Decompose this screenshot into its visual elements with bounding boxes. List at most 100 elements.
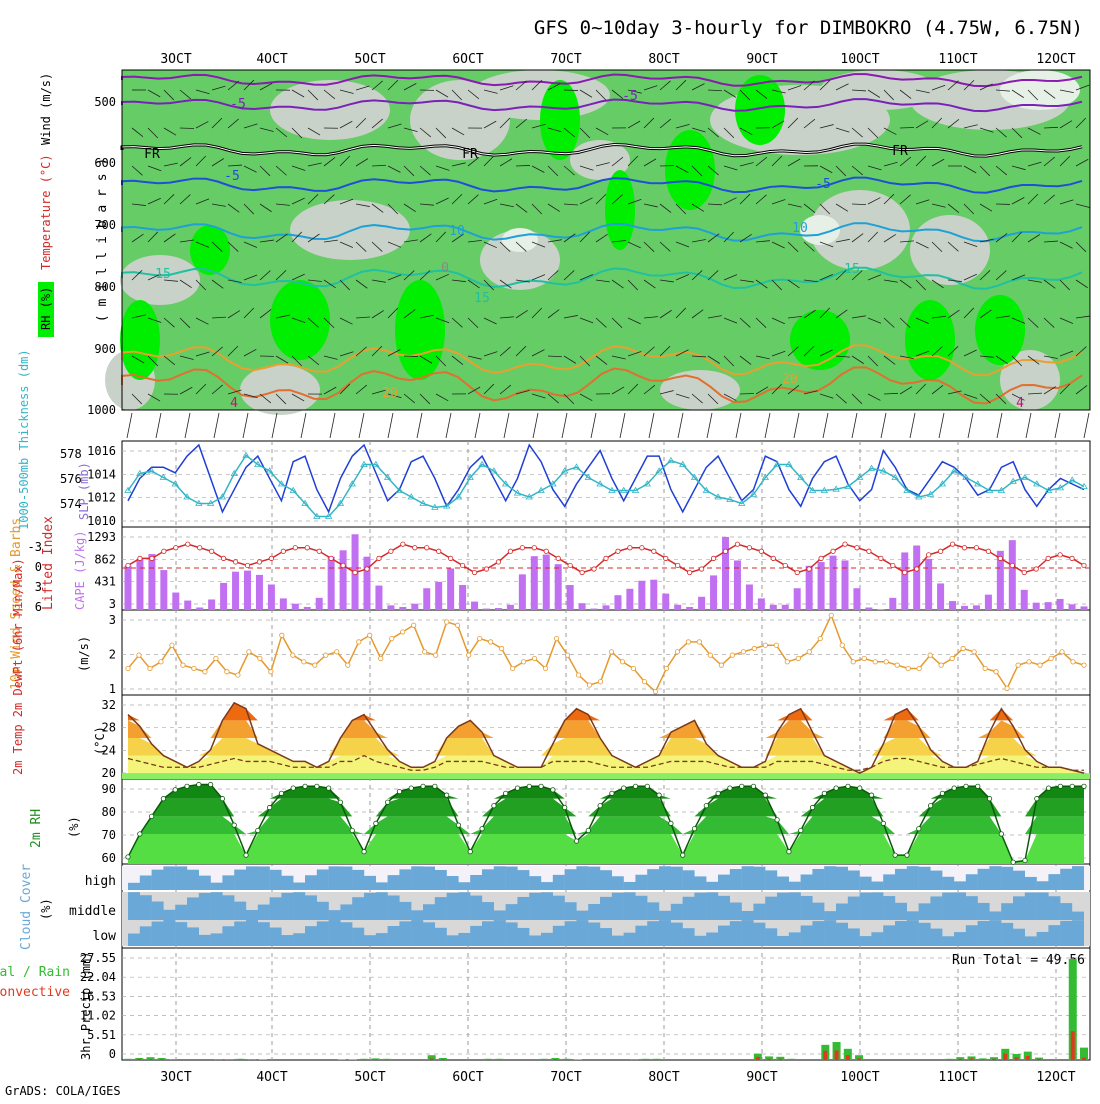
cloud-cover-bar	[765, 928, 777, 946]
wind10m-line-point	[159, 660, 163, 664]
surface-wind-barb	[330, 413, 335, 438]
cape-bar	[316, 598, 323, 610]
cloud-cover-bar	[576, 911, 588, 920]
cloud-cover-bar	[978, 869, 990, 890]
cloud-cover-bar	[529, 935, 541, 946]
date-tick-top: 10OCT	[840, 52, 879, 67]
surface-wind-barb	[359, 413, 364, 438]
wind10m-line-point	[1027, 660, 1031, 664]
rh2m-line-point	[350, 828, 354, 832]
rh2m-line-point	[256, 828, 260, 832]
surface-wind-barb	[185, 413, 190, 438]
rh2m-line-point	[161, 796, 165, 800]
precip-convective-bar	[553, 1059, 557, 1060]
cloud-cover-bar	[836, 867, 848, 890]
rh2m-line-point	[208, 782, 212, 786]
wind10m-line-point	[884, 660, 888, 664]
cloud-cover-bar	[588, 904, 600, 920]
cloud-cover-bar	[860, 893, 872, 920]
cape-bar	[459, 585, 466, 610]
wind10m-line-point	[346, 663, 350, 667]
cape-bar	[662, 594, 669, 610]
cloud-cover-bar	[600, 897, 612, 920]
rh2m-line-point	[633, 784, 637, 788]
cloud-cover-bar	[706, 933, 718, 946]
rh2m-line-point	[1058, 784, 1062, 788]
lifted-index-line-point	[245, 563, 249, 567]
cape-bar	[579, 603, 586, 610]
rh2m-line-point	[716, 791, 720, 795]
cloud-cover-bar	[270, 870, 282, 890]
cloud-level-label: high	[85, 874, 116, 889]
cloud-cover-bar	[376, 892, 388, 920]
wind10m-line-point	[302, 660, 306, 664]
cloud-cover-bar	[258, 922, 270, 946]
cloud-cover-bar	[989, 866, 1001, 890]
lifted-index-line-point	[209, 549, 213, 553]
thickness-tick: 578	[60, 447, 82, 461]
cloud-cover-bar	[376, 933, 388, 946]
cloud-cover-bar	[293, 883, 305, 890]
lifted-index-line-point	[807, 567, 811, 571]
cloud-cover-bar	[1013, 896, 1025, 920]
rh2m-line-point	[279, 791, 283, 795]
surface-wind-barb	[620, 413, 625, 438]
precip-convective-bar	[430, 1058, 434, 1060]
cloud-cover-bar	[199, 893, 211, 920]
precip-convective-legend: Convective	[0, 985, 70, 1000]
cloud-cover-bar	[919, 923, 931, 946]
rh2m-line-point	[409, 786, 413, 790]
lifted-index-line-point	[293, 546, 297, 550]
wind10m-line-point	[137, 653, 141, 657]
cloud-cover-bar	[612, 876, 624, 890]
cape-bar	[148, 554, 155, 610]
cloud-cover-bar	[635, 875, 647, 890]
lifted-index-line-point	[891, 563, 895, 567]
cloud-cover-bar	[907, 920, 919, 946]
cape-bar	[208, 599, 215, 610]
cloud-cover-bar	[1037, 892, 1049, 920]
contour-label: 20	[782, 372, 798, 387]
cloud-cover-bar	[270, 928, 282, 946]
rh2m-line-point	[787, 849, 791, 853]
wind10m-line-point	[730, 653, 734, 657]
cloud-cover-bar	[624, 882, 636, 890]
wind10m-line-point	[170, 643, 174, 647]
cloud-cover-bar	[671, 867, 683, 890]
wind10m-line-point	[840, 643, 844, 647]
wind-axis-label: Wind (m/s)	[39, 73, 53, 145]
cloud-cover-bar	[281, 876, 293, 890]
precip-convective-bar	[835, 1050, 839, 1060]
cloud-cover-bar	[305, 926, 317, 946]
cape-bar	[818, 562, 825, 610]
precip-total-legend: Total / Rain	[0, 965, 70, 980]
cloud-cover-bar	[458, 892, 470, 920]
surface-wind-barb	[417, 413, 422, 438]
wind-barb	[404, 356, 418, 357]
cloud-cover-bar	[435, 870, 447, 890]
contour-label: 4	[1016, 396, 1024, 411]
cloud-cover-bar	[541, 892, 553, 920]
cloud-cover-bar	[482, 902, 494, 920]
cloud-cover-bar	[482, 869, 494, 890]
slp-tick: 1014	[87, 467, 116, 481]
cape-bar	[172, 593, 179, 610]
precip-convective-bar	[767, 1059, 771, 1060]
rh2m-line-point	[917, 826, 921, 830]
date-tick-bottom: 6OCT	[452, 1070, 483, 1085]
surface-wind-barb	[939, 413, 944, 438]
cloud-cover-bar	[659, 866, 671, 890]
lifted-index-line-point	[903, 570, 907, 574]
surface-wind-barb	[736, 413, 741, 438]
rh2m-line-point	[574, 839, 578, 843]
slp-tick: 1016	[87, 444, 116, 458]
cape-bar	[364, 557, 371, 610]
lifted-index-line-point	[257, 560, 261, 564]
rh2m-line-point	[468, 849, 472, 853]
rh-moist-area	[975, 295, 1025, 365]
wind10m-line-point	[609, 650, 613, 654]
cloud-cover-bar	[541, 882, 553, 890]
cloud-cover-bar	[340, 867, 352, 890]
cloud-cover-bar	[683, 870, 695, 890]
wind10m-line-point	[148, 666, 152, 670]
